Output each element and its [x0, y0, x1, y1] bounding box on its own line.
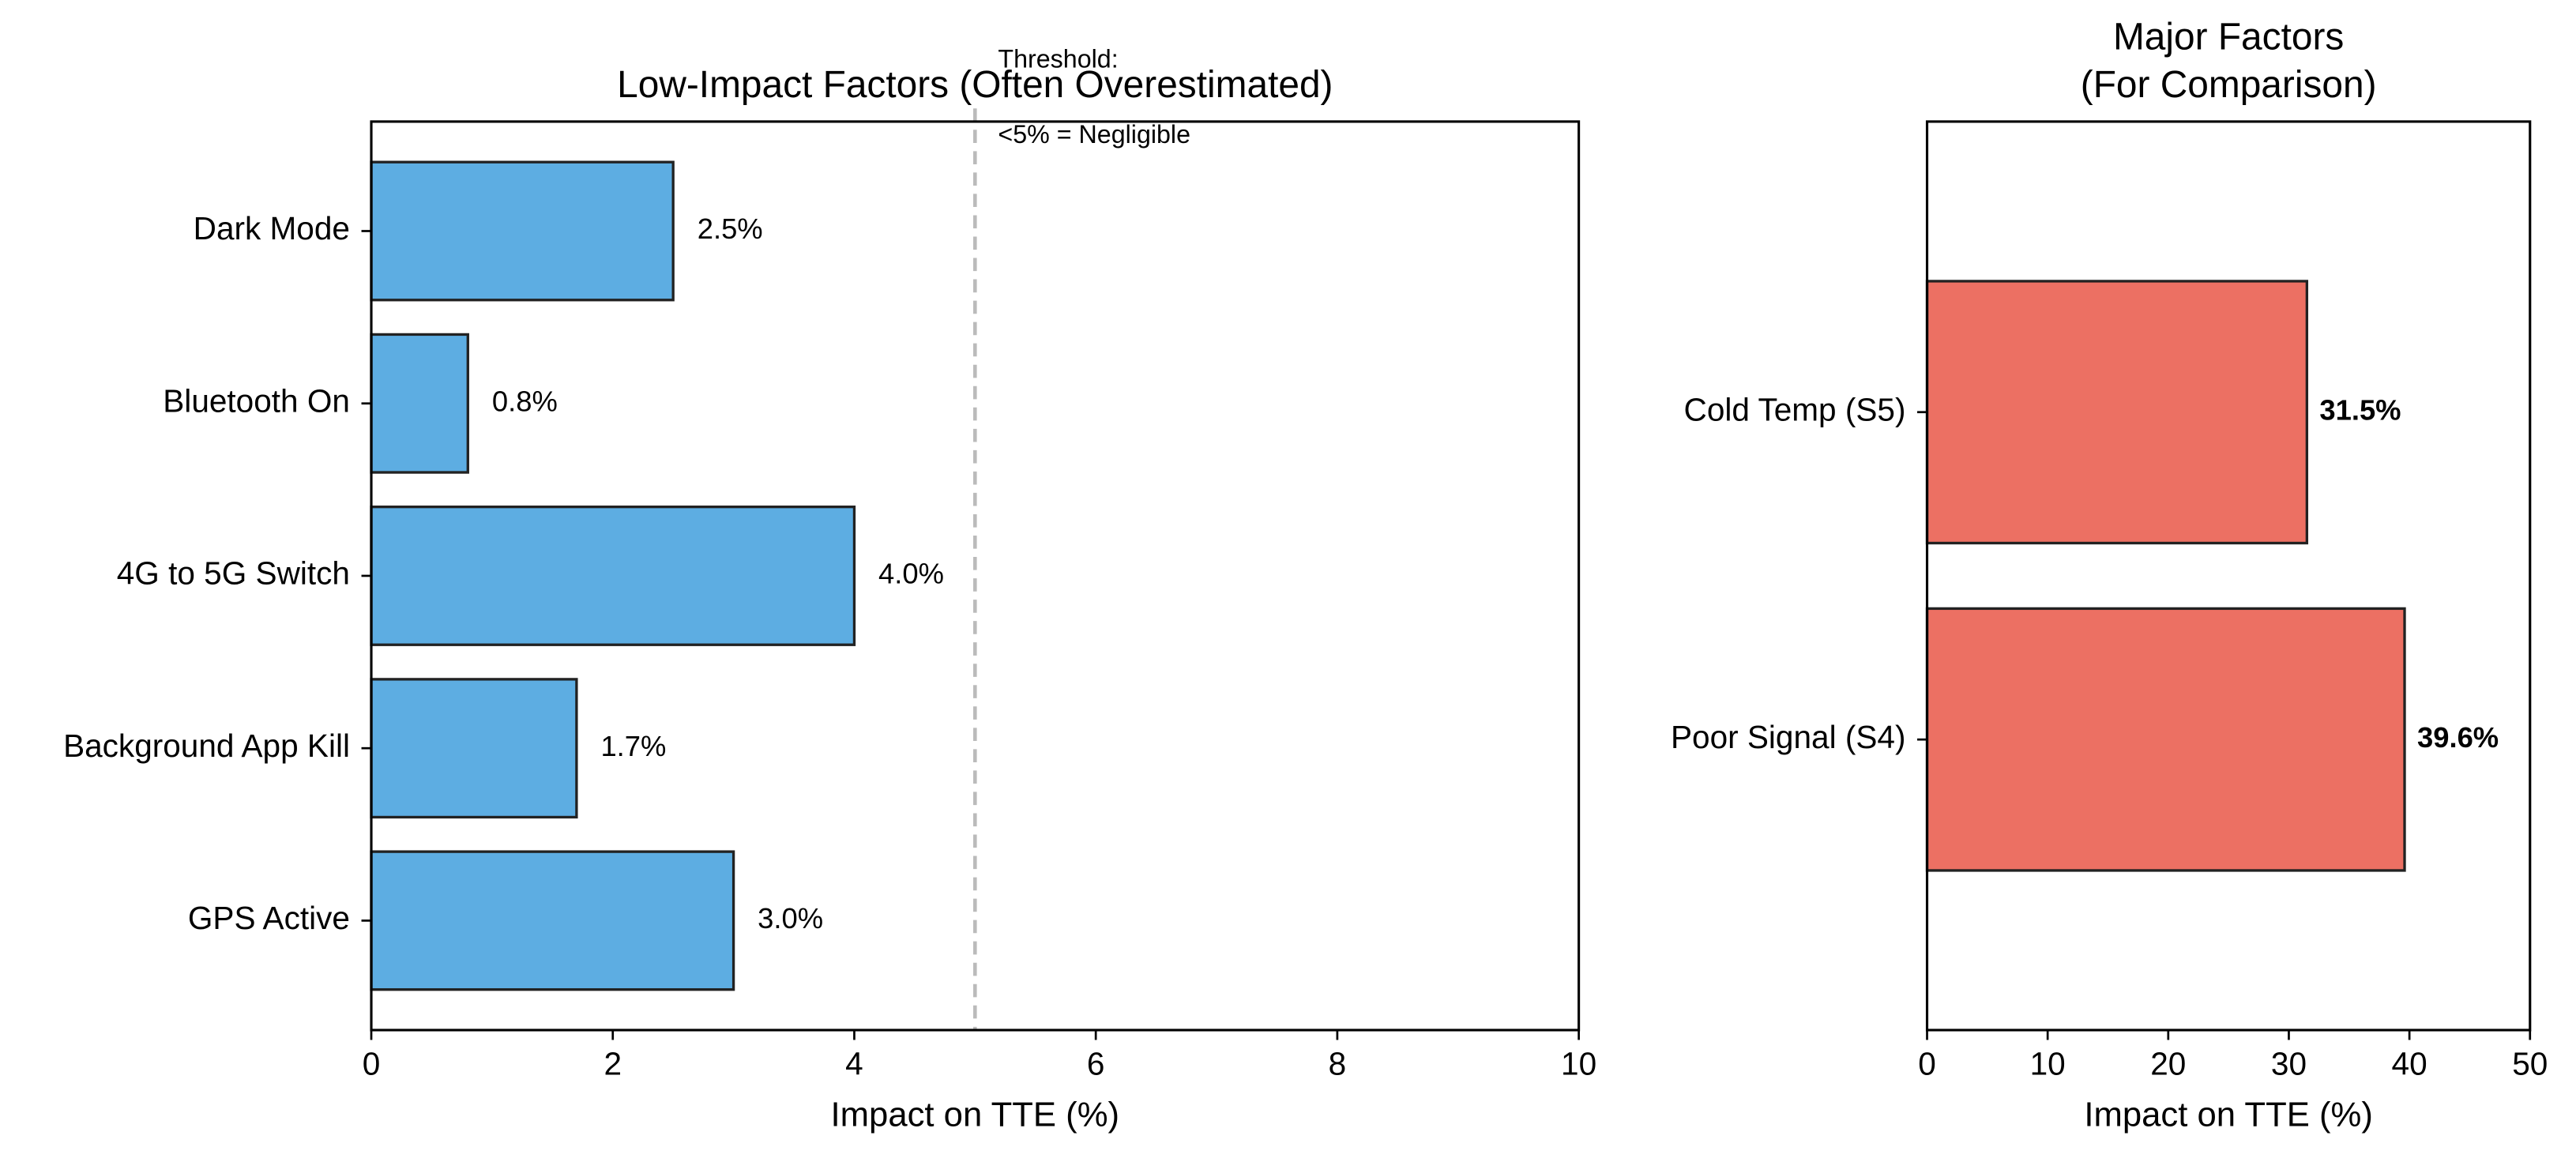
- y-tick-label: 4G to 5G Switch: [117, 555, 350, 592]
- plot-frame: [370, 120, 1581, 1032]
- plot-frame: [1925, 120, 2532, 1032]
- value-label: 31.5%: [2319, 393, 2401, 426]
- bar: [370, 160, 675, 302]
- y-tick-label: Cold Temp (S5): [1684, 391, 1906, 427]
- y-tick-label: Background App Kill: [63, 728, 350, 764]
- value-label: 39.6%: [2417, 721, 2499, 754]
- bar: [370, 850, 735, 991]
- y-tick-label: Dark Mode: [194, 210, 350, 246]
- chart-title: (For Comparison): [2081, 64, 2377, 106]
- y-tick-label: GPS Active: [188, 900, 350, 936]
- value-label: 4.0%: [878, 558, 944, 590]
- x-tick-label: 0: [1918, 1045, 1936, 1081]
- x-tick-label: 4: [845, 1045, 863, 1081]
- value-label: 1.7%: [600, 730, 666, 762]
- x-axis-label: Impact on TTE (%): [2084, 1096, 2373, 1134]
- x-tick-label: 0: [363, 1045, 381, 1081]
- x-axis-label: Impact on TTE (%): [831, 1096, 1120, 1134]
- bar: [370, 333, 469, 474]
- chart-title: Low-Impact Factors (Often Overestimated): [617, 64, 1333, 106]
- y-tick-label: Bluetooth On: [163, 382, 350, 419]
- bar: [370, 505, 856, 646]
- y-tick-label: Poor Signal (S4): [1671, 719, 1906, 755]
- value-label: 3.0%: [758, 902, 823, 934]
- x-tick-label: 8: [1329, 1045, 1347, 1081]
- x-tick-label: 10: [2030, 1045, 2066, 1081]
- x-tick-label: 40: [2392, 1045, 2427, 1081]
- x-tick-label: 2: [604, 1045, 622, 1081]
- x-tick-label: 6: [1087, 1045, 1105, 1081]
- threshold-annotation: <5% = Negligible: [998, 120, 1190, 149]
- bar: [370, 678, 578, 819]
- value-label: 2.5%: [698, 212, 763, 245]
- x-tick-label: 50: [2512, 1045, 2548, 1081]
- x-tick-label: 10: [1561, 1045, 1596, 1081]
- threshold-annotation: Threshold:: [998, 44, 1118, 73]
- bar: [1925, 607, 2406, 872]
- bar: [1925, 280, 2309, 545]
- value-label: 0.8%: [492, 385, 558, 417]
- x-tick-label: 30: [2271, 1045, 2307, 1081]
- chart-title: Major Factors: [2113, 17, 2344, 58]
- x-tick-label: 20: [2150, 1045, 2186, 1081]
